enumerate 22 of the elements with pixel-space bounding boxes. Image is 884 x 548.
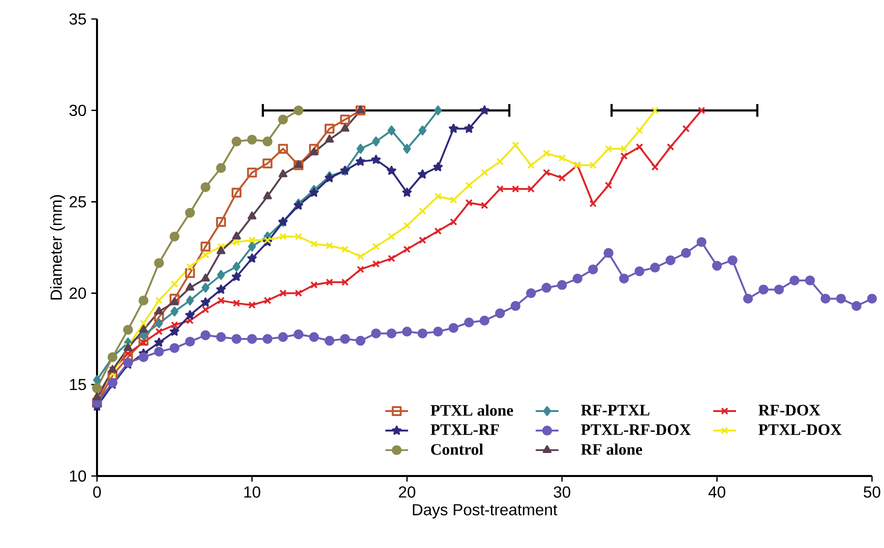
x-tick-label: 0: [93, 486, 101, 498]
legend-label: RF-PTXL: [581, 404, 650, 416]
legend-label: Control: [431, 444, 484, 455]
legend-label: PTXL-RF: [430, 424, 499, 435]
legend-label: RF-DOX: [758, 404, 820, 416]
y-axis-title: Diameter (mm): [50, 195, 65, 300]
y-tick-label: 20: [70, 288, 86, 299]
x-tick-label: 40: [708, 486, 726, 498]
x-tick-label: 50: [864, 486, 880, 498]
x-tick-label: 30: [554, 486, 570, 498]
y-tick-label: 25: [70, 196, 86, 208]
x-axis-title: Days Post-treatment: [412, 504, 558, 519]
x-tick-label: 20: [398, 486, 416, 498]
legend-label: RF alone: [581, 444, 642, 455]
y-tick-label: 35: [69, 13, 86, 25]
y-tick-label: 15: [70, 379, 86, 390]
legend-label: PTXL alone: [430, 404, 514, 416]
x-tick-label: 10: [244, 486, 260, 498]
y-tick-label: 10: [70, 470, 86, 482]
legend-label: PTXL-DOX: [758, 424, 842, 436]
legend-label: PTXL-RF-DOX: [581, 424, 691, 436]
y-tick-label: 30: [69, 104, 86, 116]
